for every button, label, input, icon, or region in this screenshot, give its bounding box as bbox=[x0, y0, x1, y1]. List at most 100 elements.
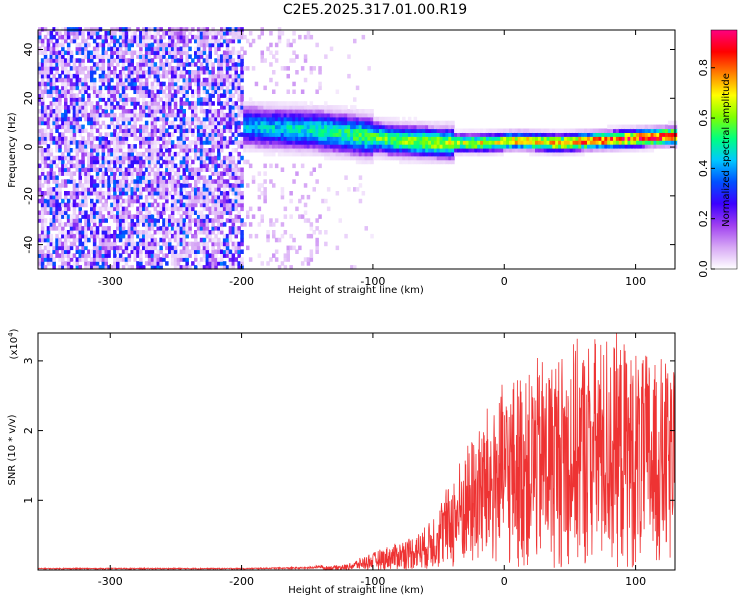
spectrogram-cell bbox=[248, 97, 253, 102]
spectrogram-cell bbox=[191, 210, 195, 215]
spectrogram-cell bbox=[205, 198, 210, 204]
spectrogram-cell bbox=[66, 120, 71, 126]
spectrogram-cell bbox=[208, 58, 212, 63]
spectrogram-cell bbox=[269, 101, 273, 106]
spectrogram-cell bbox=[237, 265, 241, 270]
spectrogram-cell bbox=[144, 31, 149, 36]
spectrogram-cell bbox=[52, 136, 56, 141]
spectrogram-cell bbox=[127, 85, 132, 91]
spectrogram-cell bbox=[485, 148, 490, 153]
spectrogram-cell bbox=[98, 214, 103, 219]
spectrogram-cell bbox=[156, 42, 160, 48]
spectrogram-cell bbox=[188, 183, 192, 188]
spectrogram-cell bbox=[552, 136, 556, 141]
spectrogram-cell bbox=[237, 132, 241, 137]
spectrogram-cell bbox=[370, 116, 374, 122]
spectrogram-cell bbox=[610, 136, 614, 141]
spectrogram-cell bbox=[101, 257, 106, 262]
spectrogram-cell bbox=[147, 46, 152, 52]
spectrogram-cell bbox=[396, 120, 400, 126]
spectrogram-cell bbox=[196, 198, 201, 204]
spectrogram-cell bbox=[211, 81, 215, 87]
spectrogram-cell bbox=[113, 257, 117, 262]
spectrogram-cell bbox=[280, 101, 285, 106]
spectrogram-cell bbox=[208, 77, 212, 83]
spectrogram-cell bbox=[639, 136, 643, 141]
spectrogram-cell bbox=[257, 116, 262, 122]
spectrogram-cell bbox=[431, 124, 435, 130]
spectrogram-cell bbox=[607, 148, 611, 153]
spectrogram-cell bbox=[509, 140, 513, 145]
spectrogram-cell bbox=[194, 73, 198, 79]
spectrogram-cell bbox=[81, 140, 85, 145]
spectrogram-cell bbox=[303, 218, 308, 223]
spectrogram-cell bbox=[81, 101, 85, 106]
spectrogram-cell bbox=[150, 62, 155, 67]
spectrogram-cell bbox=[87, 136, 91, 141]
spectrogram-cell bbox=[168, 222, 172, 227]
spectrogram-cell bbox=[159, 50, 163, 55]
spectrogram-cell bbox=[191, 194, 195, 200]
spectrogram-cell bbox=[46, 89, 51, 94]
spectrogram-cell bbox=[199, 105, 204, 110]
spectrogram-cell bbox=[419, 120, 423, 126]
spectrogram-cell bbox=[124, 167, 129, 172]
spectrogram-cell bbox=[168, 93, 172, 98]
spectrogram-cell bbox=[338, 144, 342, 149]
spectrogram-cell bbox=[87, 226, 91, 231]
spectrogram-cell bbox=[75, 105, 80, 110]
spectrogram-cell bbox=[636, 136, 640, 141]
spectrogram-cell bbox=[555, 132, 559, 137]
spectrogram-cell bbox=[243, 34, 247, 40]
spectrogram-cell bbox=[84, 214, 88, 219]
spectrogram-cell bbox=[393, 136, 397, 141]
spectrogram-cell bbox=[283, 105, 288, 110]
spectrogram-cell bbox=[130, 112, 134, 118]
spectrogram-cell bbox=[251, 214, 256, 219]
spectrogram-cell bbox=[202, 38, 207, 44]
spectrogram-cell bbox=[384, 132, 389, 137]
spectrogram-cell bbox=[191, 73, 195, 79]
spectrogram-cell bbox=[162, 132, 166, 137]
spectrogram-cell bbox=[506, 144, 510, 149]
spectrogram-cell bbox=[353, 151, 357, 157]
spectrogram-cell bbox=[72, 194, 77, 200]
spectrogram-cell bbox=[627, 144, 631, 149]
spectrogram-cell bbox=[402, 155, 406, 161]
spectrogram-cell bbox=[179, 112, 184, 118]
spectrogram-cell bbox=[124, 50, 129, 55]
spectrogram-cell bbox=[318, 81, 322, 87]
spectrogram-cell bbox=[182, 85, 186, 91]
spectrogram-cell bbox=[295, 151, 299, 157]
spectrogram-cell bbox=[81, 50, 85, 55]
spectrogram-cell bbox=[81, 249, 85, 254]
spectrogram-cell bbox=[61, 179, 65, 184]
spectrogram-cell bbox=[477, 144, 481, 149]
spectrogram-cell bbox=[98, 163, 103, 169]
spectrogram-cell bbox=[185, 194, 189, 200]
spectrogram-cell bbox=[439, 155, 444, 161]
spectrogram-cell bbox=[159, 73, 163, 79]
spectrogram-cell bbox=[124, 198, 129, 204]
spectrogram-cell bbox=[182, 116, 186, 122]
spectrogram-cell bbox=[38, 38, 42, 44]
spectrogram-cell bbox=[144, 148, 149, 153]
spectrogram-cell bbox=[217, 210, 221, 215]
spectrogram-cell bbox=[81, 31, 85, 36]
spectrogram-cell bbox=[260, 27, 264, 32]
spectrogram-cell bbox=[124, 136, 129, 141]
spectrogram-cell bbox=[182, 218, 186, 223]
spectrogram-cell bbox=[182, 257, 186, 262]
spectrogram-cell bbox=[173, 144, 178, 149]
spectrogram-cell bbox=[581, 148, 585, 153]
spectrogram-cell bbox=[72, 210, 77, 215]
spectrogram-cell bbox=[162, 226, 166, 231]
spectrogram-cell bbox=[260, 218, 264, 223]
spectrogram-cell bbox=[283, 120, 288, 126]
spectrogram-cell bbox=[38, 249, 42, 254]
spectrogram-cell bbox=[601, 128, 605, 133]
spectrogram-cell bbox=[78, 89, 82, 94]
spectrogram-cell bbox=[130, 42, 134, 48]
spectrogram-cell bbox=[92, 214, 97, 219]
spectrogram-cell bbox=[147, 218, 152, 223]
